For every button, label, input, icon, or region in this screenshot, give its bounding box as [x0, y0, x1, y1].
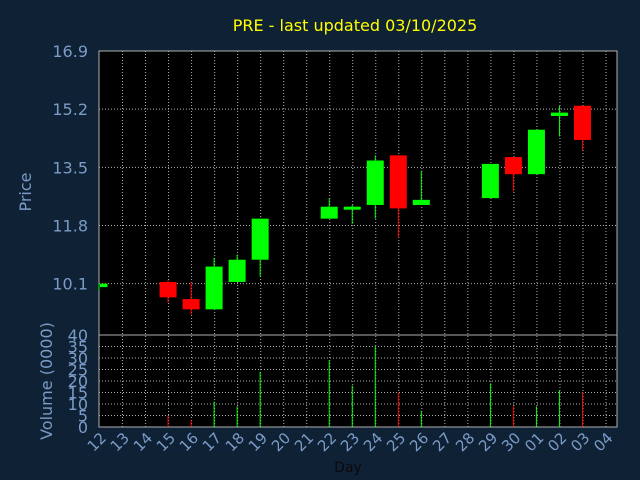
candlestick-series [98, 105, 591, 315]
x-axis-label: Day [334, 460, 362, 476]
price-tick-label: 13.5 [52, 158, 88, 177]
volume-tick-label: 5 [78, 407, 88, 426]
price-plot-area [98, 50, 618, 336]
price-tick-label: 10.1 [52, 275, 88, 294]
volume-series [167, 346, 583, 427]
price-tick-label: 15.2 [52, 100, 88, 119]
candle-body [205, 266, 223, 310]
candle-body [573, 105, 591, 140]
candle-body [481, 163, 499, 199]
volume-tick-label: 40 [68, 326, 88, 345]
day-axis-ticks: 1213141516171819202122232425262728293001… [84, 429, 617, 455]
candle-body [182, 299, 200, 310]
candle-body [412, 199, 430, 205]
candle-body [100, 283, 108, 288]
candle-body [527, 129, 545, 175]
candle-body [228, 259, 246, 282]
chart-title: PRE - last updated 03/10/2025 [233, 16, 478, 35]
volume-tick-label: 10 [68, 395, 88, 414]
price-axis-label: Price [16, 172, 35, 211]
day-tick-label: 04 [590, 429, 616, 455]
price-tick-label: 11.8 [52, 217, 88, 236]
volume-axis-label: Volume (0000) [37, 322, 56, 440]
candle-body [366, 160, 384, 205]
candle-body [389, 155, 407, 209]
candle-body [159, 281, 177, 298]
volume-tick-label: 20 [68, 372, 88, 391]
grid-lines [99, 51, 617, 427]
volume-tick-label: 25 [68, 361, 88, 380]
candle-body [320, 206, 338, 219]
candle-body [251, 218, 269, 260]
candle-body [343, 206, 361, 210]
candle-body [504, 157, 522, 175]
price-axis-ticks: 16.9 15.2 13.5 11.8 10.1 [52, 42, 88, 294]
volume-tick-label: 15 [68, 384, 88, 403]
volume-tick-label: 0 [78, 418, 88, 437]
price-tick-label: 16.9 [52, 42, 88, 61]
candle-body [550, 112, 568, 117]
volume-tick-label: 30 [68, 349, 88, 368]
volume-tick-label: 35 [68, 338, 88, 357]
